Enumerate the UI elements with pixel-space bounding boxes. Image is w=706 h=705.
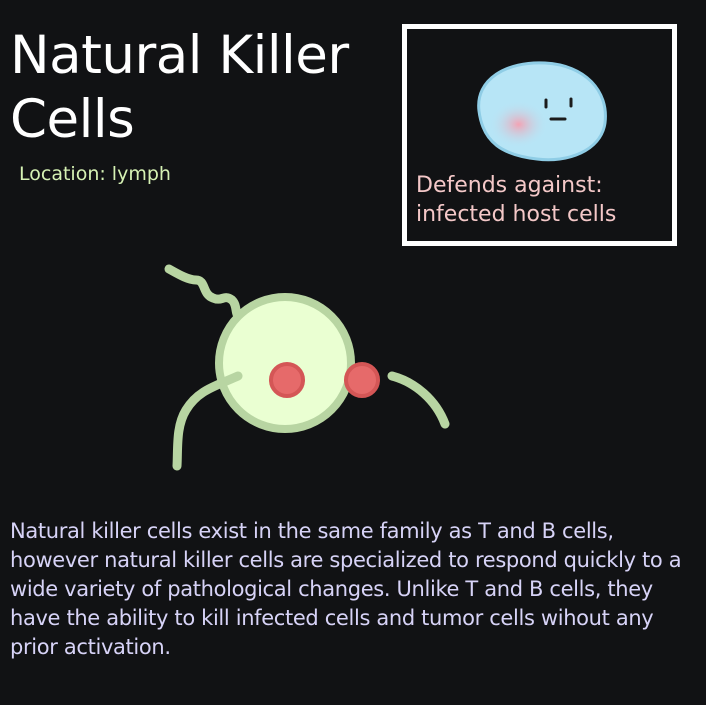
nk-cell-granule-left — [269, 362, 305, 398]
defends-line-1: Defends against: — [416, 173, 603, 198]
title-line-2: Cells — [10, 89, 135, 150]
natural-killer-cell-icon — [164, 264, 450, 471]
defends-against-text: Defends against: infected host cells — [416, 171, 676, 229]
pathogen-blush — [485, 87, 569, 155]
description-text: Natural killer cells exist in the same f… — [10, 519, 682, 659]
nk-cell-arm-right — [387, 371, 450, 429]
defends-panel: Defends against: infected host cells — [402, 24, 677, 246]
nk-cell-tail-top — [164, 264, 245, 323]
title-line-1: Natural Killer — [10, 25, 349, 86]
defends-line-2: infected host cells — [416, 202, 617, 227]
nk-cell-granule-right — [344, 362, 380, 398]
infected-cell-icon — [477, 61, 607, 162]
location-label: Location: lymph — [19, 163, 171, 185]
nk-cell-arm-left — [172, 371, 243, 471]
page-title: Natural Killer Cells — [10, 24, 395, 152]
